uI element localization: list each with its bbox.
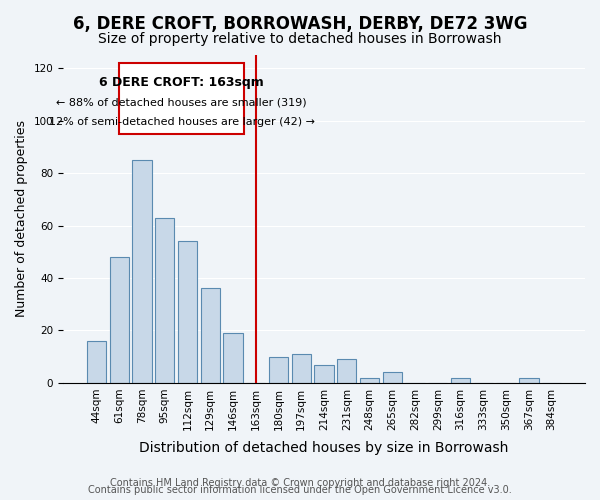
FancyBboxPatch shape bbox=[119, 63, 244, 134]
Bar bbox=[200, 288, 220, 383]
Bar bbox=[292, 354, 311, 383]
Bar bbox=[360, 378, 379, 383]
X-axis label: Distribution of detached houses by size in Borrowash: Distribution of detached houses by size … bbox=[139, 441, 509, 455]
Text: 6, DERE CROFT, BORROWASH, DERBY, DE72 3WG: 6, DERE CROFT, BORROWASH, DERBY, DE72 3W… bbox=[73, 15, 527, 33]
Text: ← 88% of detached houses are smaller (319): ← 88% of detached houses are smaller (31… bbox=[56, 97, 307, 107]
Bar bbox=[110, 257, 129, 383]
Bar bbox=[155, 218, 175, 383]
Text: 6 DERE CROFT: 163sqm: 6 DERE CROFT: 163sqm bbox=[100, 76, 264, 89]
Bar bbox=[314, 364, 334, 383]
Bar bbox=[178, 241, 197, 383]
Text: Contains HM Land Registry data © Crown copyright and database right 2024.: Contains HM Land Registry data © Crown c… bbox=[110, 478, 490, 488]
Bar bbox=[451, 378, 470, 383]
Text: Contains public sector information licensed under the Open Government Licence v3: Contains public sector information licen… bbox=[88, 485, 512, 495]
Bar bbox=[383, 372, 402, 383]
Text: Size of property relative to detached houses in Borrowash: Size of property relative to detached ho… bbox=[98, 32, 502, 46]
Bar bbox=[269, 356, 288, 383]
Bar bbox=[132, 160, 152, 383]
Bar bbox=[223, 333, 242, 383]
Bar bbox=[337, 360, 356, 383]
Text: 12% of semi-detached houses are larger (42) →: 12% of semi-detached houses are larger (… bbox=[49, 117, 315, 127]
Bar bbox=[519, 378, 539, 383]
Bar bbox=[87, 341, 106, 383]
Y-axis label: Number of detached properties: Number of detached properties bbox=[15, 120, 28, 318]
